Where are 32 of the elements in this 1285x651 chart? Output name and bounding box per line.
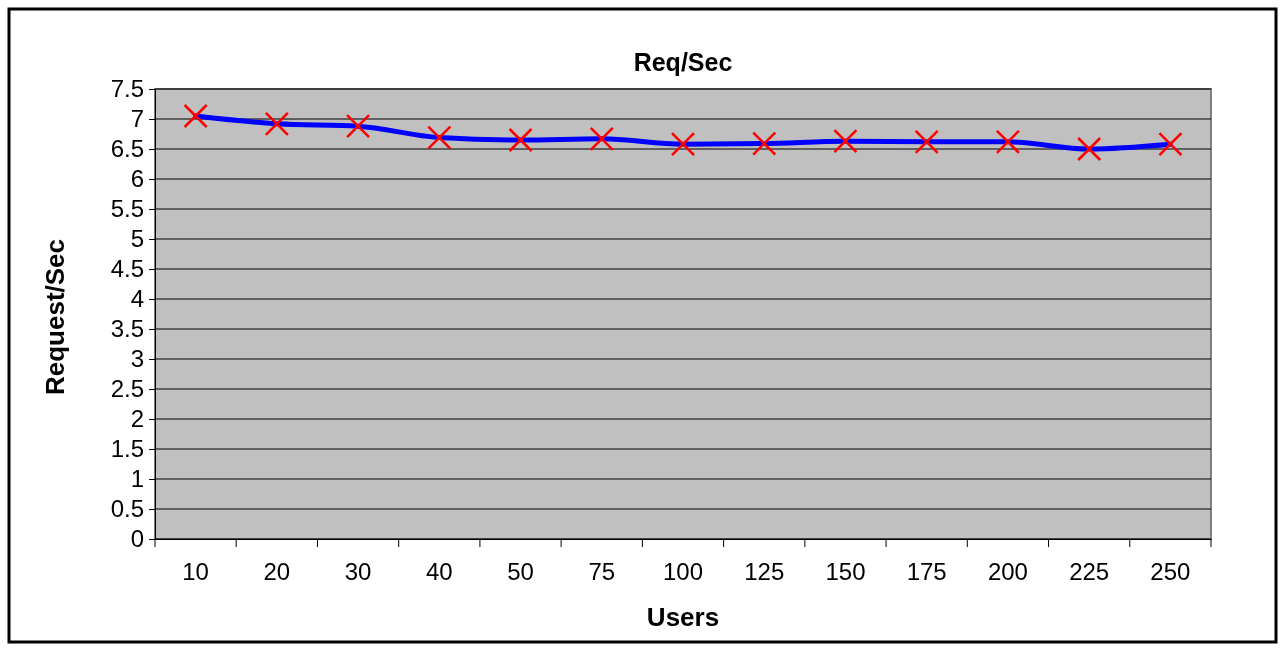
x-tick-label: 225 bbox=[1069, 558, 1110, 585]
y-tick-label: 6.5 bbox=[110, 135, 144, 163]
x-axis-title: Users bbox=[646, 602, 720, 632]
y-tick-label: 5 bbox=[130, 225, 144, 253]
x-tick-label: 100 bbox=[662, 558, 704, 585]
x-tick-label: 200 bbox=[987, 558, 1028, 585]
x-tick-label: 150 bbox=[825, 558, 866, 585]
x-tick-label: 30 bbox=[344, 558, 372, 585]
y-tick-label: 7 bbox=[130, 105, 144, 133]
y-tick-label: 2.5 bbox=[110, 375, 144, 403]
x-tick-label: 50 bbox=[507, 558, 534, 585]
y-tick-label: 6 bbox=[130, 165, 144, 193]
x-tick-label: 10 bbox=[182, 558, 209, 585]
y-tick-label: 0.5 bbox=[110, 495, 144, 523]
x-tick-label: 175 bbox=[906, 558, 947, 585]
y-tick-label: 3.5 bbox=[110, 315, 144, 343]
x-tick-label: 40 bbox=[425, 558, 453, 585]
y-tick-label: 3 bbox=[130, 345, 144, 373]
y-tick-label: 1 bbox=[130, 465, 144, 493]
y-tick-label: 0 bbox=[130, 525, 144, 553]
chart-title: Req/Sec bbox=[633, 48, 733, 76]
y-tick-label: 5.5 bbox=[110, 195, 144, 223]
y-tick-label: 4.5 bbox=[110, 255, 144, 283]
y-tick-label: 2 bbox=[130, 405, 144, 433]
x-tick-label: 250 bbox=[1150, 558, 1191, 585]
y-tick-label: 4 bbox=[130, 285, 144, 313]
x-tick-label: 125 bbox=[744, 558, 785, 585]
y-axis-title: Request/Sec bbox=[40, 238, 70, 396]
x-tick-label: 75 bbox=[588, 558, 616, 585]
y-tick-label: 1.5 bbox=[110, 435, 144, 463]
y-tick-label: 7.5 bbox=[110, 75, 144, 103]
x-tick-label: 20 bbox=[263, 558, 291, 585]
